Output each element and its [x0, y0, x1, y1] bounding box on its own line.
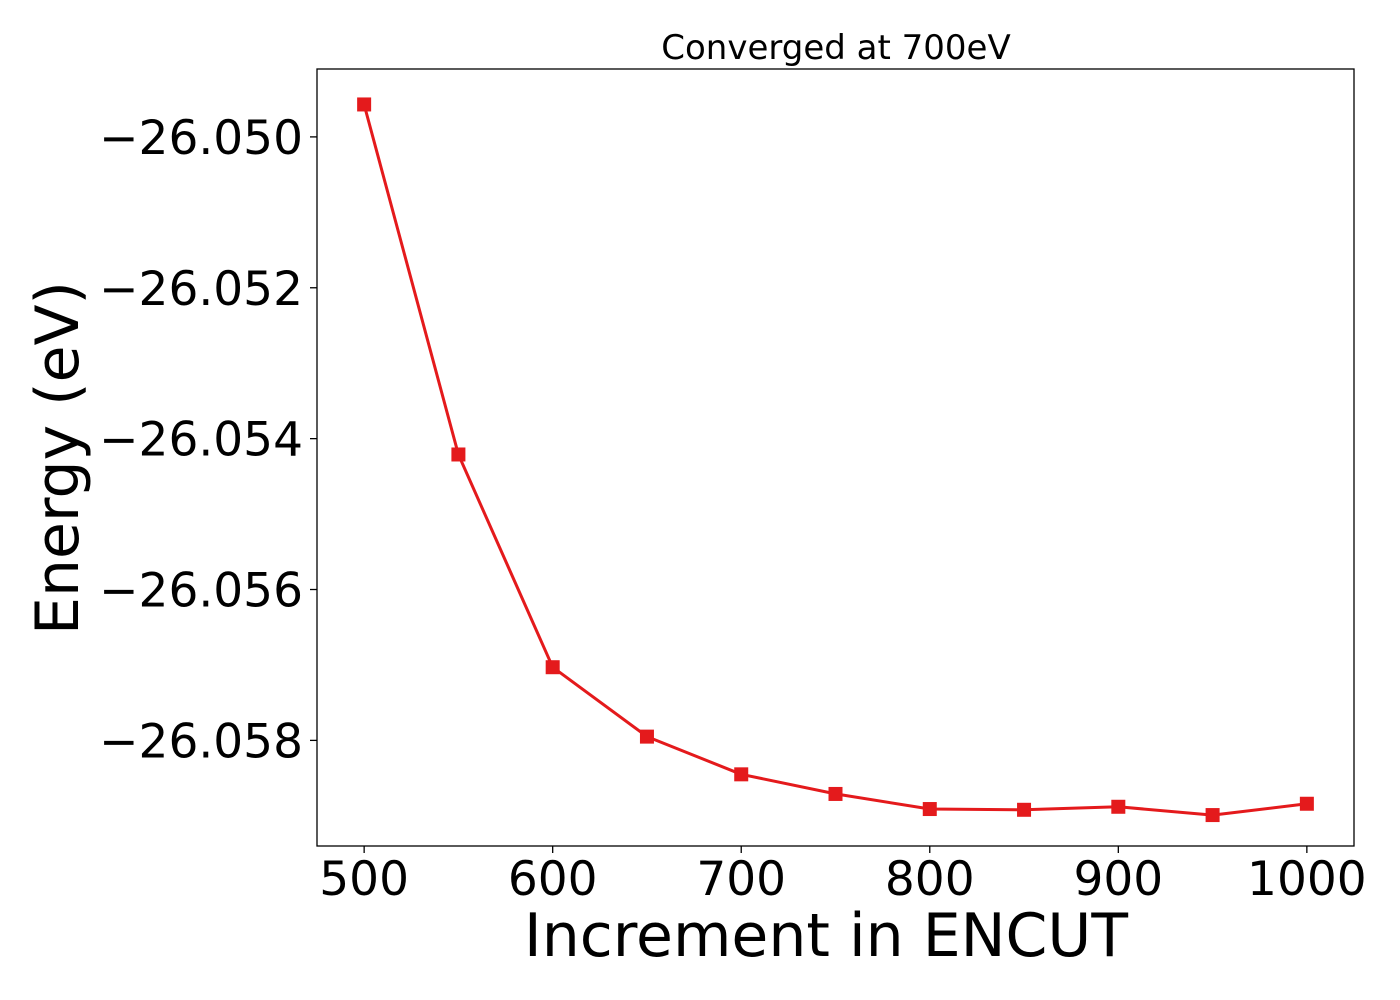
chart-title: Converged at 700eV: [661, 28, 1010, 68]
x-tick-label: 500: [319, 852, 409, 907]
y-tick-label: −26.050: [99, 111, 303, 166]
data-point: [1205, 808, 1220, 823]
data-point: [1017, 802, 1032, 817]
series-layer: [357, 97, 1314, 823]
y-tick-label: −26.052: [99, 262, 303, 317]
data-point: [1299, 796, 1314, 811]
x-axis: 500 600 700 800 900 1000: [319, 846, 1367, 907]
data-point: [734, 767, 749, 782]
data-point: [1111, 799, 1126, 814]
data-point: [922, 802, 937, 817]
y-tick-label: −26.058: [99, 714, 303, 769]
x-tick-label: 600: [508, 852, 598, 907]
data-point: [545, 660, 560, 675]
y-axis-label: Energy (eV): [23, 281, 93, 635]
y-tick-label: −26.056: [99, 564, 303, 619]
data-point: [357, 97, 372, 112]
x-tick-label: 1000: [1247, 852, 1367, 907]
x-tick-label: 700: [696, 852, 786, 907]
y-tick-label: −26.054: [99, 413, 303, 468]
x-tick-label: 800: [885, 852, 975, 907]
data-point: [828, 786, 843, 801]
data-point: [639, 729, 654, 744]
x-axis-label: Increment in ENCUT: [524, 901, 1128, 971]
x-tick-label: 900: [1073, 852, 1163, 907]
plot-frame: [316, 68, 1355, 847]
series-line: [362, 104, 1308, 817]
data-point: [451, 447, 466, 462]
y-axis: −26.050 −26.052 −26.054 −26.056 −26.058: [99, 111, 317, 769]
